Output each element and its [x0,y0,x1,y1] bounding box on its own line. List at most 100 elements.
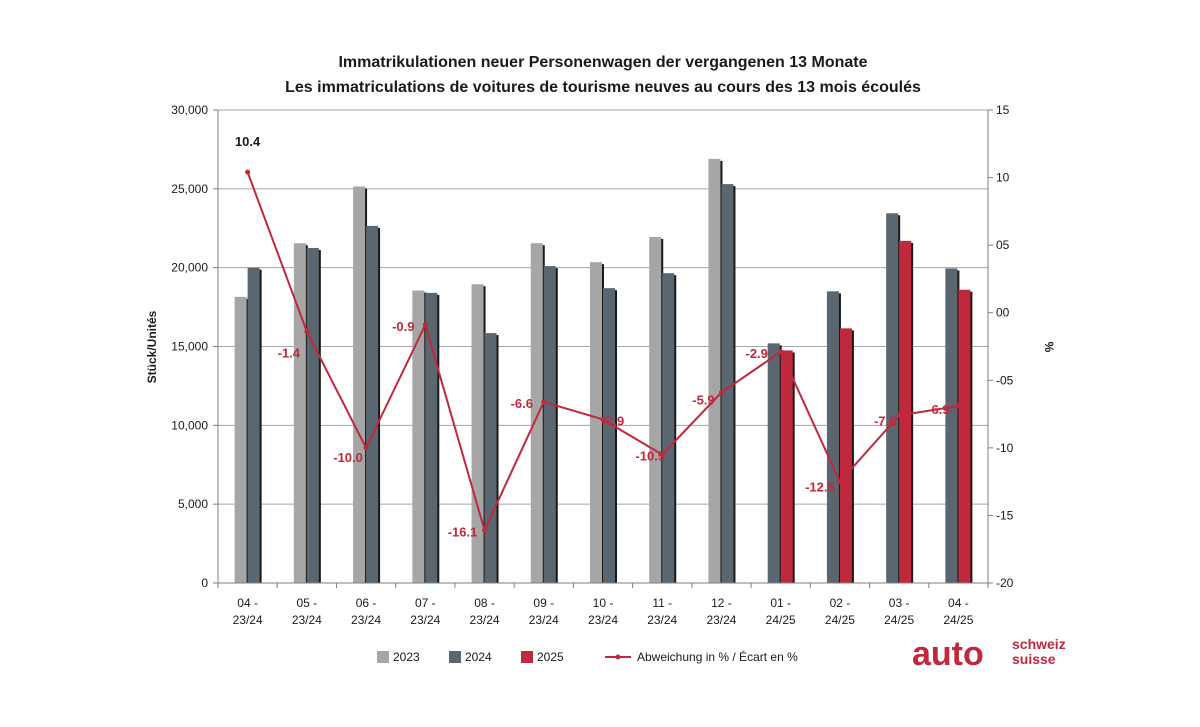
bar-2023 [590,262,602,583]
x-tick-label-month: 03 - [889,596,910,610]
x-tick-label-season: 24/25 [943,613,973,627]
x-tick-label-season: 23/24 [706,613,736,627]
bar-2025 [780,350,793,583]
y-tick-label-left: 25,000 [171,182,208,196]
data-labels: 10.4 -1.4 -10.0 -0.9 -16.1 -6.6 -7.9 -10.5 -5.9 -… [235,134,950,539]
x-tick-label-month: 10 - [593,596,614,610]
deviation-point [837,479,843,485]
deviation-label: 10.4 [235,134,261,149]
chart-subtitle: Les immatriculations de voitures de tour… [285,79,921,96]
bar-2025 [839,328,852,583]
x-tick-label-season: 23/24 [292,613,322,627]
chart-title: Immatrikulationen neuer Personenwagen de… [338,54,867,71]
deviation-point [245,169,251,175]
deviation-label: -6.6 [511,396,533,411]
y-tick-label-right: 15 [996,103,1010,117]
x-tick-label-season: 24/25 [825,613,855,627]
x-tick-label-season: 24/25 [766,613,796,627]
bar-2023 [293,243,306,583]
x-tick-label-month: 11 - [652,596,672,610]
y-axis-label-left: Stück/Unités [145,310,159,383]
legend-label-deviation: Abweichung in % / Écart en % [637,649,798,664]
deviation-label: -10.5 [635,449,665,464]
legend-label-2025: 2025 [537,650,564,664]
y-tick-label-left: 5,000 [178,497,208,511]
legend-swatch-2024 [449,651,461,663]
y-tick-label-left: 30,000 [171,103,208,117]
deviation-point [363,445,369,451]
x-tick-label-month: 08 - [474,596,495,610]
bar-2024 [826,291,839,583]
bar-2024 [767,343,780,583]
deviation-label: -0.9 [392,319,414,334]
bar-2023 [471,284,484,583]
y-axis-label-right: % [1042,342,1056,353]
x-tick-label-month: 04 - [948,596,969,610]
x-tick-label-season: 23/24 [233,613,263,627]
deviation-label: -7.6 [874,413,896,428]
bar-2024 [603,288,615,583]
y-tick-label-left: 0 [201,576,208,590]
y-tick-label-left: 15,000 [171,340,208,354]
bar-2025 [899,240,912,583]
logo-line2: suisse [1012,651,1056,667]
bar-2023 [412,290,425,583]
bar-2024 [886,213,899,583]
y-tick-label-right: -10 [996,441,1014,455]
bar-2024 [945,268,958,583]
bar-2023 [353,186,366,584]
y-tick-label-right: -15 [996,508,1014,522]
bar-2024 [425,292,438,583]
bar-2023 [649,236,662,583]
deviation-label: -6.9 [927,402,949,417]
deviation-point [955,403,961,409]
bar-2024 [306,247,319,584]
deviation-label: -1.4 [278,346,301,361]
x-tick-label-season: 23/24 [351,613,381,627]
x-tick-label-month: 01 - [770,596,791,610]
legend-line-marker [615,654,621,660]
logo: auto schweiz suisse [912,635,1066,673]
x-tick-label-season: 23/24 [529,613,559,627]
y-tick-label-right: -20 [996,576,1014,590]
deviation-label: -16.1 [448,524,478,539]
x-tick-label-season: 23/24 [410,613,440,627]
deviation-point [304,329,310,335]
deviation-label: -10.0 [333,450,363,465]
y-tick-label-right: -05 [996,373,1014,387]
deviation-point [718,389,724,395]
x-tick-label-season: 24/25 [884,613,914,627]
bar-2024 [662,273,675,583]
x-tick-label-month: 02 - [830,596,851,610]
deviation-label: -2.9 [745,346,767,361]
bar-2023 [708,158,721,584]
deviation-point [422,322,428,328]
deviation-label: -5.9 [692,392,714,407]
y-tick-label-right: 05 [996,238,1010,252]
bars [234,158,973,584]
bar-2025 [958,289,971,583]
bar-2024 [247,267,260,583]
x-tick-label-month: 04 - [237,596,258,610]
x-tick-label-season: 23/24 [470,613,500,627]
deviation-line [245,169,961,534]
y-tick-label-right: 10 [996,171,1010,185]
x-tick-label-season: 23/24 [647,613,677,627]
deviation-label: -12.5 [805,480,835,495]
y-tick-label-left: 20,000 [171,261,208,275]
legend-label-2024: 2024 [465,650,492,664]
axes: 0 5,000 10,000 15,000 20,000 25,000 30,000 -20 -… [171,103,1013,627]
bar-2024 [366,225,379,583]
deviation-point [896,412,902,418]
bar-2024 [543,266,556,583]
x-tick-label-month: 09 - [533,596,554,610]
x-tick-label-month: 12 - [711,596,732,610]
bar-2024 [721,184,734,583]
x-tick-label-month: 07 - [415,596,436,610]
bar-2024 [484,333,497,583]
deviation-label: -7.9 [602,413,624,428]
deviation-point [482,527,488,533]
x-tick-label-month: 05 - [297,596,318,610]
x-tick-label-season: 23/24 [588,613,618,627]
